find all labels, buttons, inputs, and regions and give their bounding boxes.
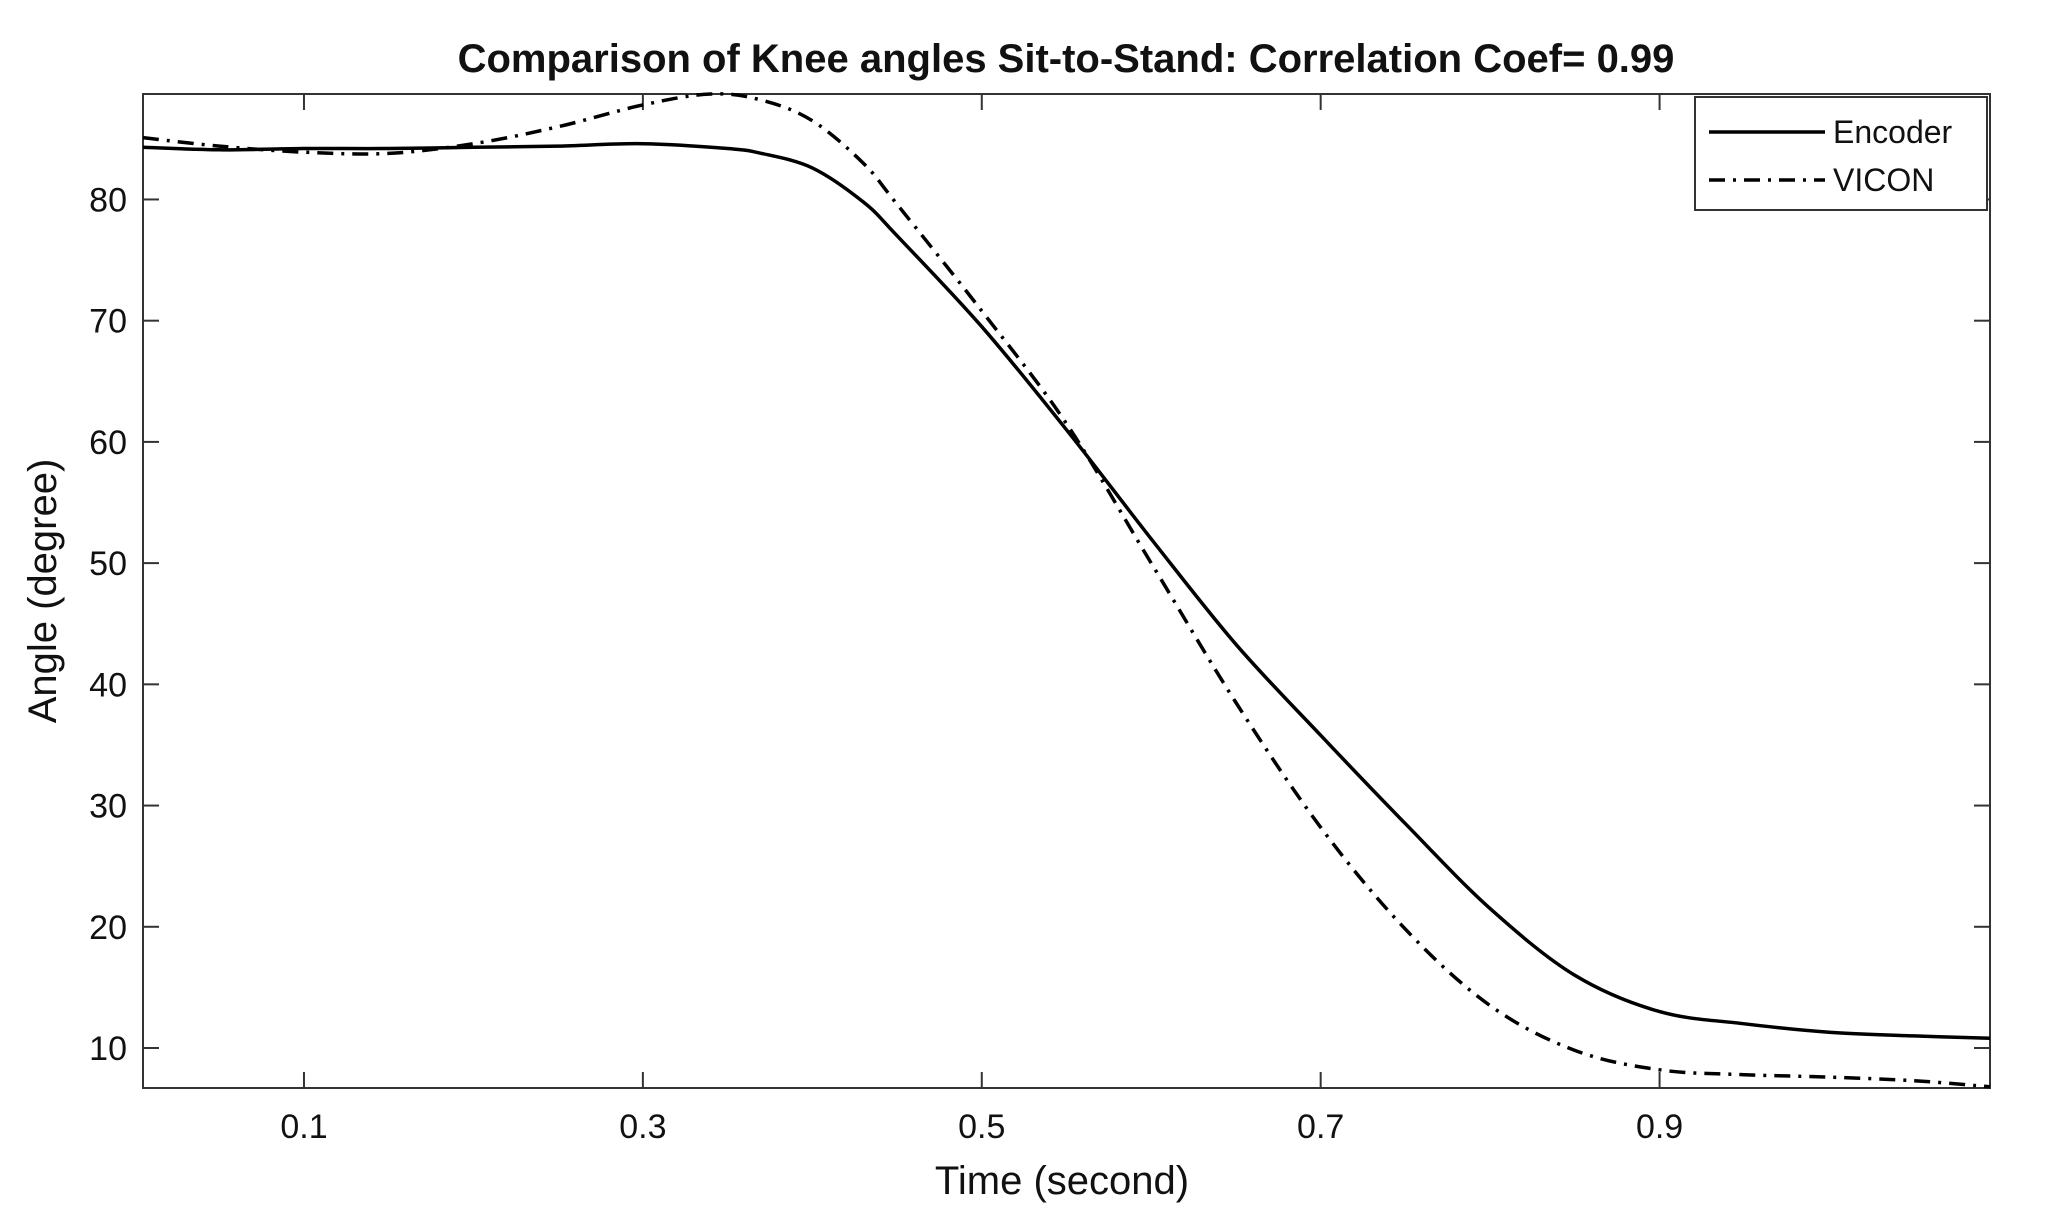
x-tick-label: 0.9 [1636,1108,1683,1146]
legend-label-vicon: VICON [1833,162,1934,198]
x-tick-label: 0.5 [958,1108,1005,1146]
legend-box [1694,96,1988,211]
y-tick-label: 80 [89,181,127,219]
x-tick-label: 0.1 [280,1108,327,1146]
plot-frame [142,93,1991,1089]
legend-label-encoder: Encoder [1833,114,1953,150]
y-tick-label: 10 [89,1030,127,1068]
chart-title: Comparison of Knee angles Sit-to-Stand: … [458,37,1675,81]
data-series [142,92,1991,1089]
y-tick-label: 50 [89,545,127,583]
legend: Encoder VICON [1694,96,1988,211]
y-axis-label: Angle (degree) [21,459,65,724]
axis-ticks: 0.1 0.3 0.5 0.7 0.9 10 20 30 40 50 60 70 80 [89,94,1990,1146]
y-tick-label: 70 [89,303,127,341]
series-line-encoder [142,141,1991,1041]
y-tick-label: 30 [89,788,127,826]
x-axis-label: Time (second) [935,1159,1189,1203]
x-tick-label: 0.3 [619,1108,666,1146]
y-tick-label: 40 [89,666,127,704]
series-line-vicon [142,92,1991,1089]
x-tick-label: 0.7 [1297,1108,1344,1146]
y-tick-label: 20 [89,909,127,947]
y-tick-label: 60 [89,424,127,462]
plot-area [142,93,1991,1089]
